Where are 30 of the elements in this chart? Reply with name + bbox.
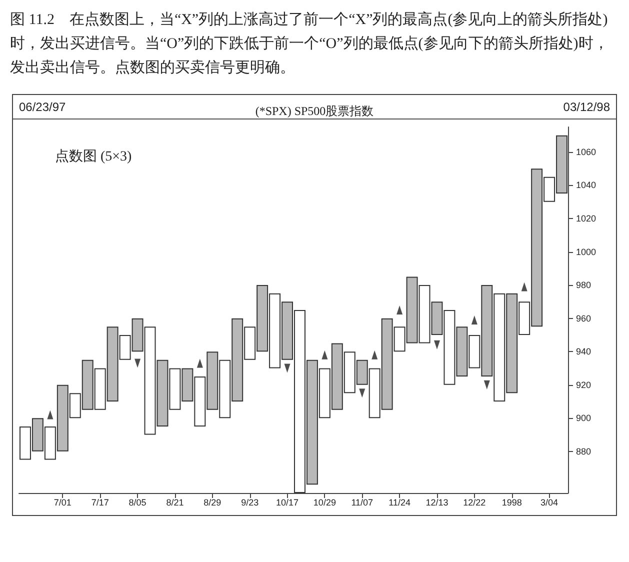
y-tick-label: 940 (576, 346, 592, 357)
x-tick-label: 3/04 (540, 498, 558, 508)
y-tick-label: 960 (576, 313, 592, 324)
x-tick-label: 8/05 (128, 498, 146, 508)
y-tick-label: 1020 (576, 214, 596, 224)
y-tick-label: 1040 (576, 180, 596, 190)
x-tick-label: 9/23 (241, 498, 259, 508)
x-tick-label: 7/01 (54, 498, 72, 508)
text: 06/23/97 (19, 100, 66, 114)
y-tick-label: 880 (576, 446, 592, 456)
x-tick-label: 8/29 (204, 498, 222, 508)
x-tick-label: 11/07 (351, 498, 374, 508)
x-tick-label: 1998 (502, 498, 522, 508)
x-tick-label: 10/29 (313, 498, 336, 508)
text: 03/12/98 (563, 100, 610, 114)
chart-title: (*SPX) SP500股票指数 (255, 104, 374, 118)
y-tick-label: 980 (576, 280, 592, 290)
x-tick-label: 7/17 (91, 498, 109, 508)
y-tick-label: 1000 (576, 246, 596, 257)
y-tick-label: 900 (576, 413, 592, 424)
annotation: 点数图 (5×3) (55, 148, 132, 164)
x-tick-label: 8/21 (166, 498, 184, 508)
caption: 图 11.2 在点数图上，当“X”列的上涨高过了前一个“X”列的最高点(参见向上的箭头所指处)时，发出买进信号。当“O”列的下跌低于前一个“O”列的最低点(参见向下的箭头所指处)时，发出卖出信号。点数图的买卖信号更明确。 (9, 10, 610, 78)
y-tick-label: 920 (576, 380, 592, 390)
y-tick-label: 1060 (576, 146, 596, 157)
x-tick-label: 12/13 (426, 498, 448, 508)
point (396, 306, 403, 314)
x-tick-label: 12/22 (463, 498, 486, 508)
x-tick-label: 11/24 (388, 498, 410, 508)
x-tick-label: 10/17 (276, 498, 299, 508)
